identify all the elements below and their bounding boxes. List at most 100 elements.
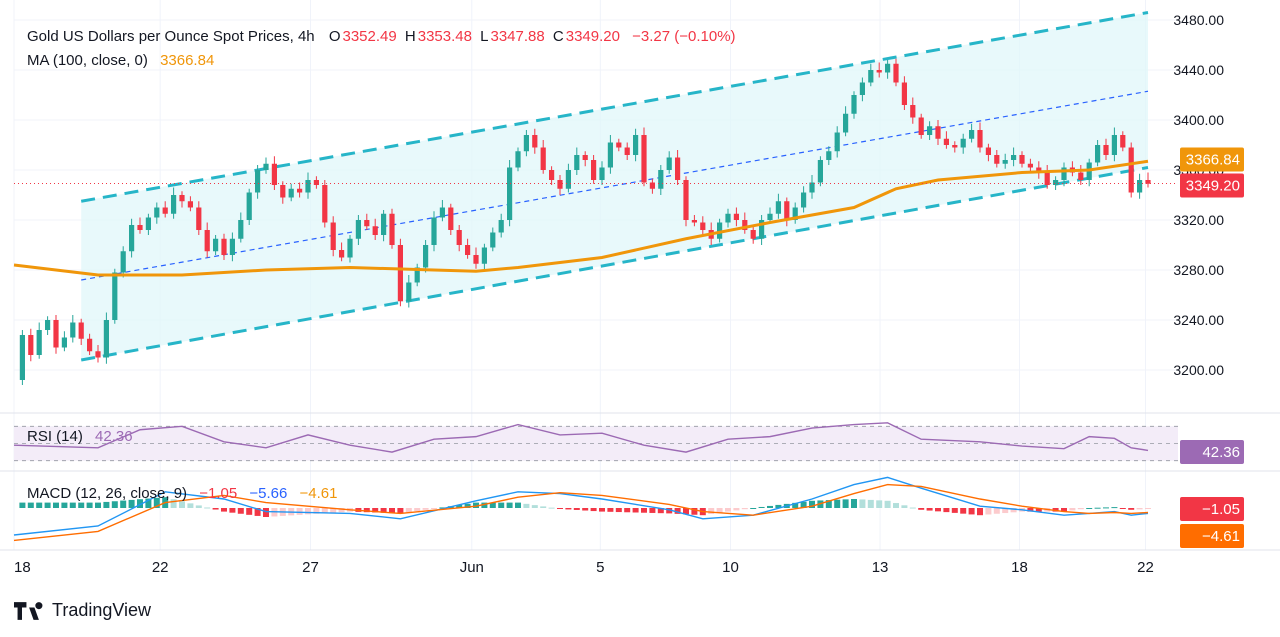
macd-histogram-bar: [750, 508, 757, 509]
macd-histogram-bar: [19, 502, 26, 508]
time-axis[interactable]: 18 22 27 Jun 5 10 13 18 22: [0, 549, 1280, 576]
candle-body: [423, 245, 429, 268]
macd-histogram-bar: [1010, 508, 1017, 513]
macd-histogram-bar: [834, 499, 841, 508]
macd-histogram-bar: [918, 508, 925, 510]
candle-body: [28, 335, 34, 355]
symbol-title: Gold US Dollars per Ounce Spot Prices, 4…: [27, 28, 315, 45]
candle-body: [935, 126, 941, 139]
last-price-badge-bg: [1180, 173, 1244, 198]
macd-histogram-bar: [674, 508, 681, 514]
macd-histogram-bar: [389, 508, 395, 514]
channel-fill: [81, 12, 1149, 360]
macd-histogram-bar: [414, 508, 421, 511]
x-tick-label: 10: [722, 559, 739, 576]
channel-area: [81, 12, 1149, 360]
signal-badge: −4.61: [1202, 528, 1240, 545]
candle-body: [414, 267, 420, 283]
tradingview-brand[interactable]: TradingView: [14, 600, 151, 621]
candle-body: [649, 182, 655, 189]
macd-histogram-bar: [78, 502, 85, 508]
candle-body: [1019, 155, 1025, 164]
candle-body: [540, 147, 546, 170]
macd-histogram-bar: [590, 508, 597, 512]
candle-body: [565, 170, 571, 189]
macd-histogram-bar: [599, 508, 605, 512]
macd-histogram-bar: [363, 508, 370, 513]
macd-histogram-bar: [867, 499, 874, 508]
candle-body: [439, 207, 445, 218]
macd-histogram-bar: [842, 499, 849, 508]
candle-body: [750, 230, 756, 239]
candle-body: [120, 251, 126, 273]
macd-histogram-bar: [179, 501, 185, 508]
candle-body: [229, 238, 235, 255]
candle-body: [641, 135, 647, 183]
candle-body: [355, 220, 361, 239]
macd-histogram-bar: [422, 508, 429, 510]
candle-body: [859, 82, 865, 95]
macd-histogram-bar: [909, 507, 916, 509]
candle-body: [339, 250, 345, 258]
macd-histogram-bar: [968, 508, 975, 515]
macd-histogram-bar: [61, 502, 68, 508]
macd-histogram-bar: [53, 502, 59, 508]
y-tick-label: 3240.00: [1173, 312, 1224, 328]
macd-histogram-bar: [338, 508, 345, 513]
main-legend: Gold US Dollars per Ounce Spot Prices, 4…: [27, 28, 738, 45]
signal-badge-bg: [1180, 524, 1244, 548]
candle-body: [801, 192, 807, 208]
candle-body: [834, 132, 840, 152]
candle-body: [792, 207, 798, 220]
ma-badge: 3366.84: [1186, 151, 1240, 168]
brand-name: TradingView: [52, 600, 152, 620]
macd-histogram-bar: [481, 502, 488, 508]
rsi-legend: RSI (14) 42.36: [27, 428, 135, 445]
candle-body: [473, 255, 479, 264]
rsi-line: [13, 422, 1149, 453]
x-tick-label: 22: [152, 559, 169, 576]
candle-body: [700, 222, 706, 230]
candle-body: [851, 95, 857, 114]
macd-line: [13, 476, 1149, 536]
signal-line: [13, 483, 1149, 542]
macd-histogram-bar: [128, 499, 135, 508]
candle-body: [389, 213, 395, 245]
candle-body: [347, 238, 353, 258]
candle-body: [767, 213, 773, 220]
candle-body: [1095, 145, 1101, 163]
candle-body: [263, 163, 269, 170]
macd-histogram-bar: [36, 502, 43, 508]
candle-body: [112, 272, 118, 320]
candle-body: [809, 182, 815, 193]
candle-body: [969, 130, 975, 139]
macd-histogram-bar: [901, 505, 908, 508]
macd-line-value: −5.66: [249, 485, 288, 502]
macd-histogram-bar: [195, 505, 202, 508]
macd-histogram-bar: [708, 508, 715, 514]
candle-body: [481, 247, 487, 264]
candle-body: [557, 180, 563, 189]
candle-body: [255, 170, 261, 193]
macd-histogram-bar: [607, 508, 614, 512]
candle-body: [372, 226, 378, 235]
candle-body: [78, 322, 84, 339]
candle-body: [910, 105, 916, 118]
macd-histogram-bar: [548, 507, 555, 509]
candle-body: [498, 220, 504, 233]
macd-histogram-bar: [565, 508, 572, 510]
rsi-pane: [0, 412, 1280, 462]
candle-body: [607, 142, 613, 168]
candle-body: [1111, 135, 1117, 155]
macd-label: MACD (12, 26, close, 9): [27, 485, 188, 502]
macd-histogram-bar: [733, 508, 740, 511]
candle-body: [330, 222, 336, 250]
candle-body: [238, 220, 244, 239]
macd-histogram-bar: [926, 508, 933, 511]
candle-body: [885, 63, 891, 73]
candle-body: [691, 220, 697, 223]
low-value: 3347.88: [490, 28, 545, 45]
macd-histogram-bar: [893, 503, 899, 508]
candle-body: [246, 192, 252, 220]
